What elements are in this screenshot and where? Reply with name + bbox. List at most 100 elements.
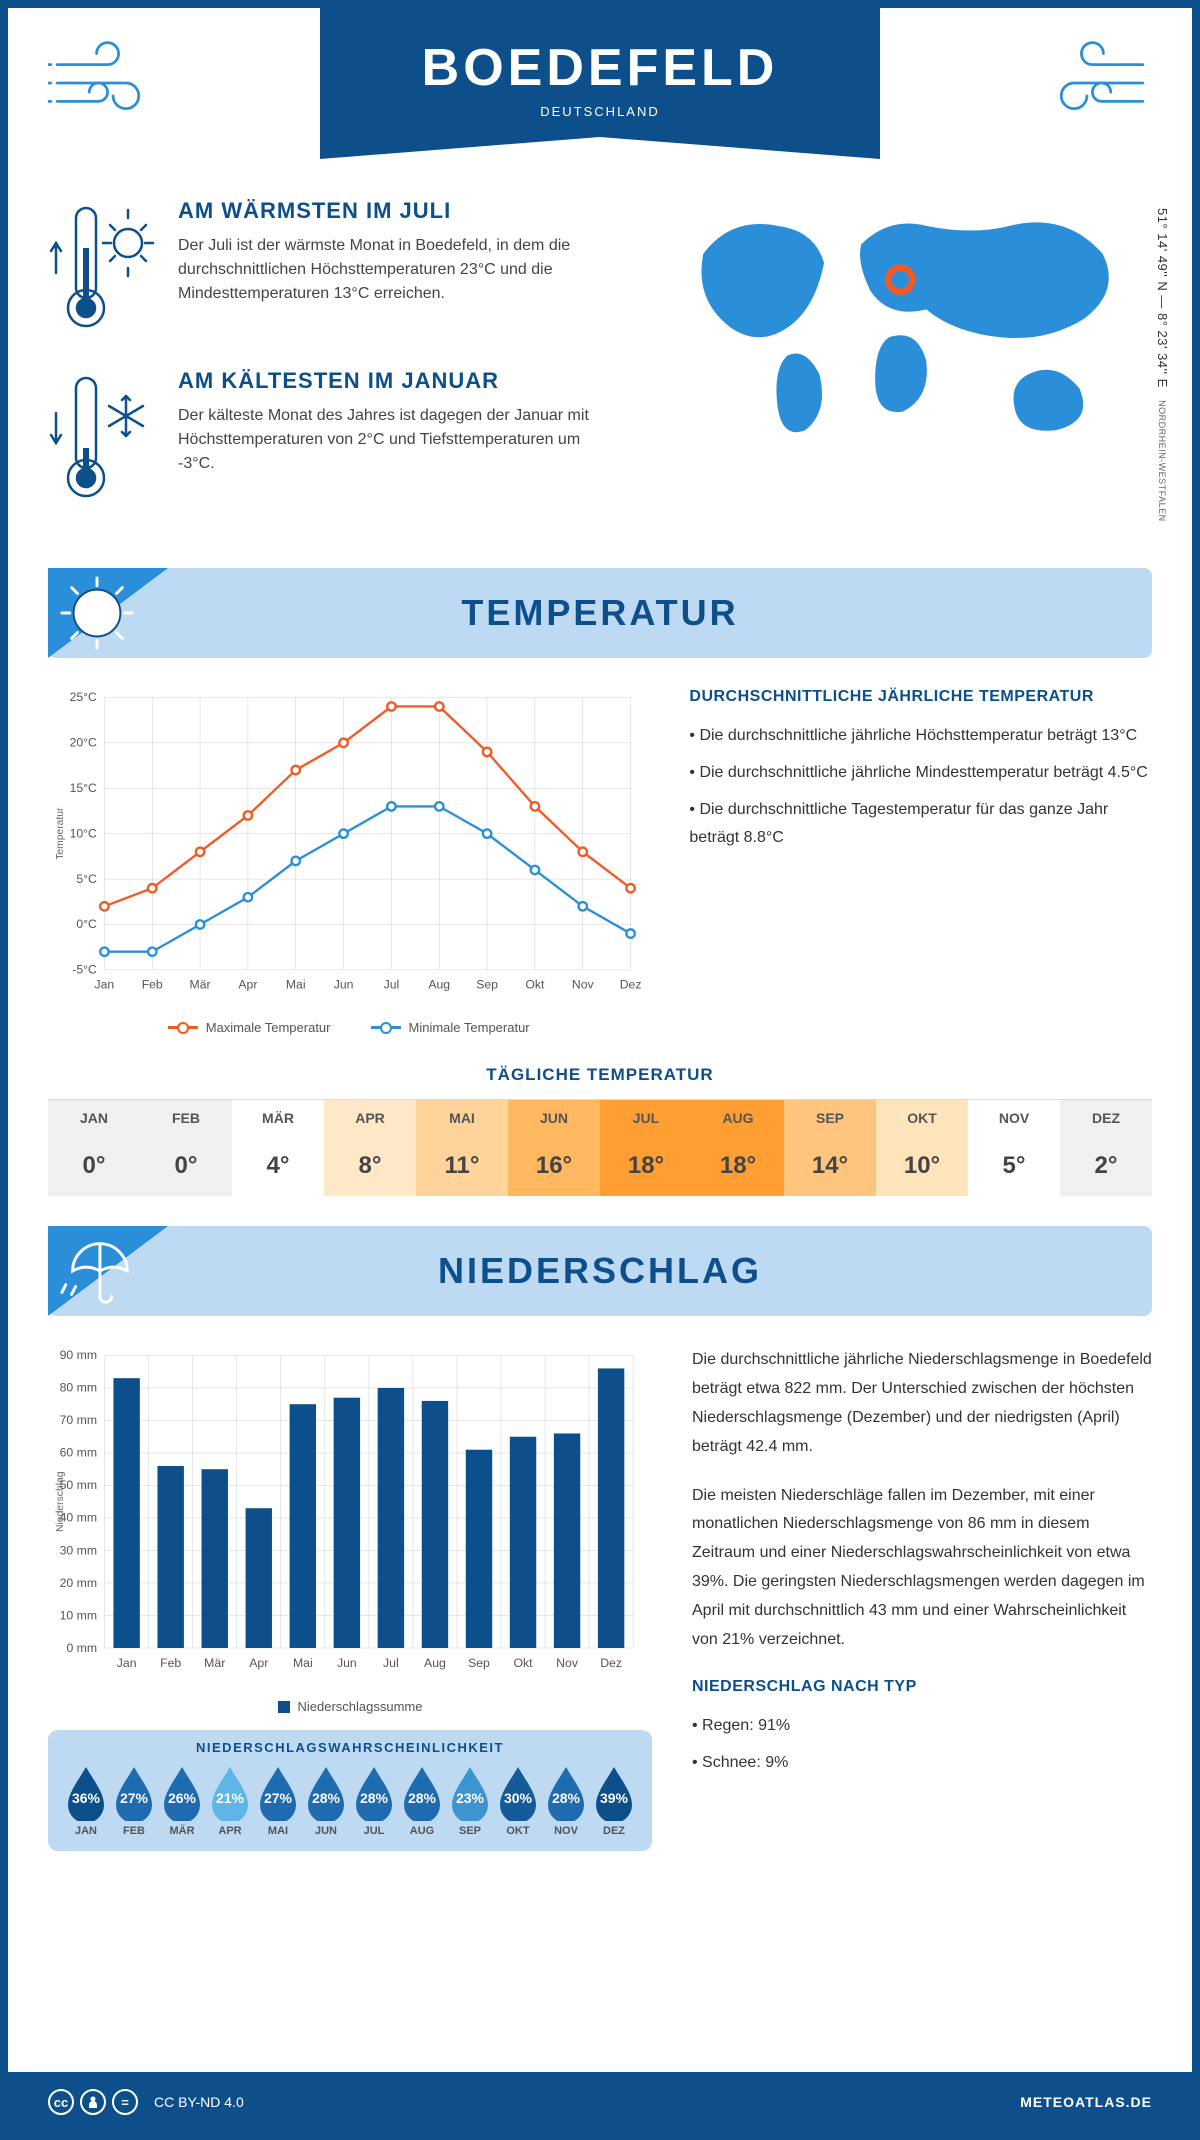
svg-text:Mär: Mär [204,1656,225,1670]
title-banner: BOEDEFELD DEUTSCHLAND [320,8,880,137]
month-header: FEB [140,1099,232,1136]
svg-text:80 mm: 80 mm [60,1381,97,1395]
drop-icon: 30% [496,1765,540,1821]
month-header: JUL [600,1099,692,1136]
svg-text:90 mm: 90 mm [60,1349,97,1363]
precip-text: Die meisten Niederschläge fallen im Deze… [692,1482,1152,1655]
svg-text:10°C: 10°C [70,826,97,840]
temp-legend: #lg-max::after{border-color:#f15a24}Maxi… [48,1020,649,1035]
sun-icon [58,574,136,652]
svg-text:Mär: Mär [190,978,211,992]
temp-bullet: • Die durchschnittliche jährliche Höchst… [689,722,1152,751]
month-header: JUN [508,1099,600,1136]
svg-text:20°C: 20°C [70,736,97,750]
world-map-icon [645,198,1152,458]
drop-icon: 28% [544,1765,588,1821]
month-header: OKT [876,1099,968,1136]
svg-text:Feb: Feb [142,978,163,992]
svg-text:Jun: Jun [334,978,354,992]
coordinates: 51° 14' 49'' N — 8° 23' 34'' E NORDRHEIN… [1155,208,1170,522]
prob-item: 39% DEZ [592,1765,636,1837]
month-header: AUG [692,1099,784,1136]
drop-icon: 27% [256,1765,300,1821]
svg-text:Jun: Jun [337,1656,357,1670]
warmest-text: Der Juli ist der wärmste Monat in Boedef… [178,234,605,306]
svg-text:15°C: 15°C [70,781,97,795]
month-header: APR [324,1099,416,1136]
prob-item: 28% JUN [304,1765,348,1837]
month-header: MÄR [232,1099,324,1136]
header: BOEDEFELD DEUTSCHLAND [48,8,1152,188]
coldest-fact: AM KÄLTESTEN IM JANUAR Der kälteste Mona… [48,368,605,508]
svg-text:0 mm: 0 mm [66,1641,97,1655]
prob-item: 21% APR [208,1765,252,1837]
svg-text:60 mm: 60 mm [60,1446,97,1460]
svg-text:20 mm: 20 mm [60,1576,97,1590]
wind-icon [1042,38,1152,128]
daily-temp-value: 0° [140,1136,232,1196]
warmest-fact: AM WÄRMSTEN IM JULI Der Juli ist der wär… [48,198,605,338]
daily-temp-value: 8° [324,1136,416,1196]
svg-text:Temperatur: Temperatur [55,807,66,860]
prob-item: 30% OKT [496,1765,540,1837]
precipitation-bar-chart: 0 mm10 mm20 mm30 mm40 mm50 mm60 mm70 mm8… [48,1346,652,1686]
month-header: DEZ [1060,1099,1152,1136]
svg-text:5°C: 5°C [76,872,97,886]
umbrella-icon [58,1232,136,1310]
prob-item: 28% NOV [544,1765,588,1837]
temp-bullet: • Die durchschnittliche jährliche Mindes… [689,759,1152,788]
daily-temp-value: 5° [968,1136,1060,1196]
svg-text:Mai: Mai [286,978,306,992]
city-name: BOEDEFELD [320,38,880,98]
temperature-line-chart: -5°C0°C5°C10°C15°C20°C25°CJanFebMärAprMa… [48,688,649,1007]
svg-text:70 mm: 70 mm [60,1414,97,1428]
month-header: SEP [784,1099,876,1136]
daily-temp-months: JANFEBMÄRAPRMAIJUNJULAUGSEPOKTNOVDEZ [48,1099,1152,1136]
coldest-text: Der kälteste Monat des Jahres ist dagege… [178,404,605,476]
precip-probability-box: NIEDERSCHLAGSWAHRSCHEINLICHKEIT 36% JAN … [48,1730,652,1851]
daily-temp-title: TÄGLICHE TEMPERATUR [48,1065,1152,1085]
country-name: DEUTSCHLAND [320,104,880,119]
drop-icon: 23% [448,1765,492,1821]
svg-text:Nov: Nov [556,1656,579,1670]
temp-text-title: DURCHSCHNITTLICHE JÄHRLICHE TEMPERATUR [689,688,1152,706]
thermometer-hot-icon [48,198,158,338]
section-title: TEMPERATUR [461,592,738,634]
svg-text:Jan: Jan [95,978,115,992]
svg-text:Apr: Apr [249,1656,268,1670]
thermometer-cold-icon [48,368,158,508]
svg-text:Jan: Jan [117,1656,137,1670]
daily-temp-value: 10° [876,1136,968,1196]
license-icons: cc= CC BY-ND 4.0 [48,2089,244,2115]
daily-temp-value: 16° [508,1136,600,1196]
svg-text:Feb: Feb [160,1656,181,1670]
month-header: NOV [968,1099,1060,1136]
svg-text:Dez: Dez [620,978,642,992]
drop-icon: 28% [400,1765,444,1821]
drop-icon: 39% [592,1765,636,1821]
daily-temp-value: 14° [784,1136,876,1196]
prob-item: 27% MAI [256,1765,300,1837]
drop-icon: 36% [64,1765,108,1821]
precipitation-section-banner: NIEDERSCHLAG [48,1226,1152,1316]
svg-text:Aug: Aug [428,978,450,992]
drop-icon: 26% [160,1765,204,1821]
svg-text:Nov: Nov [572,978,595,992]
prob-item: 26% MÄR [160,1765,204,1837]
daily-temp-value: 18° [692,1136,784,1196]
drop-icon: 28% [304,1765,348,1821]
prob-item: 36% JAN [64,1765,108,1837]
precip-type: • Schnee: 9% [692,1749,1152,1778]
svg-text:Okt: Okt [513,1656,533,1670]
precip-legend: Niederschlagssumme [48,1699,652,1714]
wind-icon [48,38,158,128]
month-header: JAN [48,1099,140,1136]
daily-temp-values: 0°0°4°8°11°16°18°18°14°10°5°2° [48,1136,1152,1196]
prob-item: 23% SEP [448,1765,492,1837]
daily-temp-value: 0° [48,1136,140,1196]
site-name: METEOATLAS.DE [1020,2094,1152,2110]
precip-text: Die durchschnittliche jährliche Niedersc… [692,1346,1152,1461]
prob-item: 28% AUG [400,1765,444,1837]
precip-type: • Regen: 91% [692,1712,1152,1741]
daily-temp-value: 18° [600,1136,692,1196]
